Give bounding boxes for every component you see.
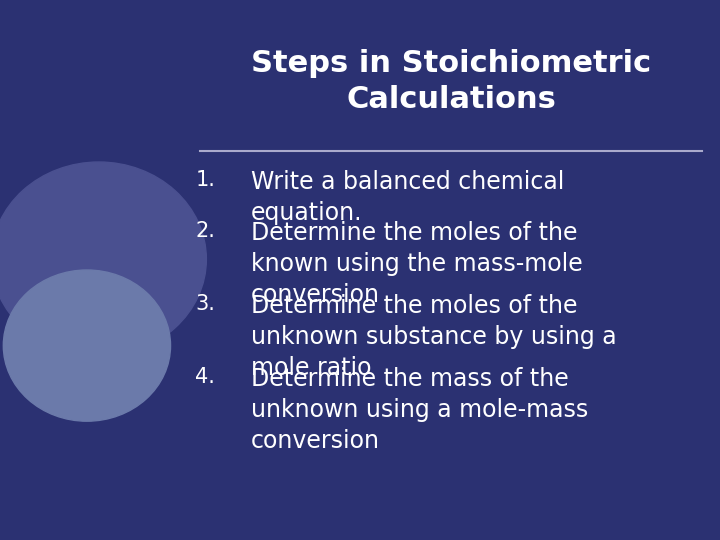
Text: Determine the moles of the
known using the mass-mole
conversion: Determine the moles of the known using t…	[251, 221, 583, 307]
Text: 3.: 3.	[195, 294, 215, 314]
Text: Write a balanced chemical
equation.: Write a balanced chemical equation.	[251, 170, 564, 225]
Text: Steps in Stoichiometric
Calculations: Steps in Stoichiometric Calculations	[251, 49, 652, 113]
Text: 1.: 1.	[195, 170, 215, 190]
Circle shape	[4, 270, 171, 421]
Text: Determine the moles of the
unknown substance by using a
mole ratio: Determine the moles of the unknown subst…	[251, 294, 617, 380]
Text: 2.: 2.	[195, 221, 215, 241]
Text: 4.: 4.	[195, 367, 215, 387]
Circle shape	[0, 162, 207, 356]
Text: Determine the mass of the
unknown using a mole-mass
conversion: Determine the mass of the unknown using …	[251, 367, 588, 453]
